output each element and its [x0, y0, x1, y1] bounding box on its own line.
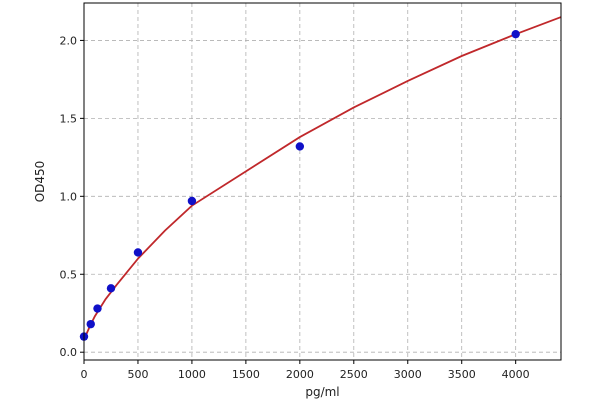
x-tick-label: 0	[81, 368, 88, 381]
y-tick-label: 2.0	[60, 34, 78, 47]
x-tick-label: 500	[127, 368, 148, 381]
x-axis-title: pg/ml	[305, 385, 339, 399]
x-tick-label: 3000	[394, 368, 422, 381]
grid	[83, 3, 561, 360]
x-tick-label: 3500	[448, 368, 476, 381]
plot-frame	[83, 2, 562, 361]
x-tick-label: 2500	[340, 368, 368, 381]
y-tick-label: 0.5	[60, 268, 78, 281]
y-tick-label: 1.0	[60, 190, 78, 203]
y-axis-title: OD450	[33, 161, 47, 203]
y-tick-label: 1.5	[60, 112, 78, 125]
data-point	[93, 304, 102, 313]
x-tick-label: 4000	[502, 368, 530, 381]
data-point	[511, 29, 520, 39]
data-point	[295, 142, 305, 151]
y-tick-label: 0.0	[60, 346, 78, 359]
x-tick-label: 1500	[232, 368, 260, 381]
data-point	[133, 248, 143, 257]
data-point	[86, 319, 95, 329]
data-point	[106, 284, 116, 293]
x-tick-label: 2000	[286, 368, 314, 381]
axes: 0 500 1000 1500 2000 2500 3000 3500 4000 0.0 0.5 1.…	[60, 34, 530, 381]
x-tick-label: 1000	[178, 368, 206, 381]
data-point	[187, 196, 197, 206]
